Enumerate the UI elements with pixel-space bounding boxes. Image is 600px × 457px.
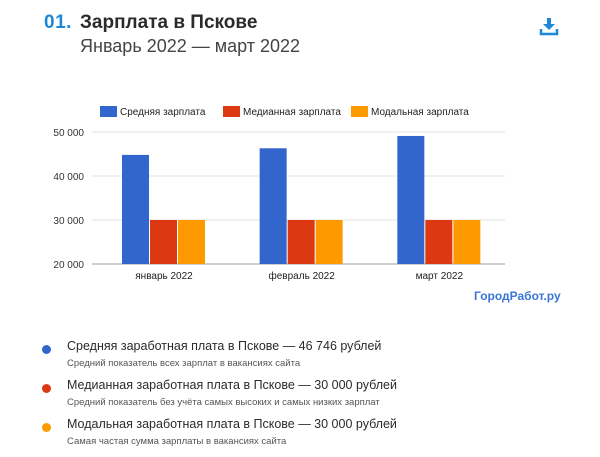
page-subtitle: Январь 2022 — март 2022 — [80, 36, 301, 56]
note-median: Медианная заработная плата в Пскове — 30… — [42, 378, 582, 417]
legend-swatch — [100, 106, 117, 117]
note-description: Средний показатель без учёта самых высок… — [67, 397, 380, 408]
y-tick-label: 20 000 — [53, 260, 84, 271]
legend-swatch — [351, 106, 368, 117]
y-tick-label: 30 000 — [53, 216, 84, 227]
note-description: Средний показатель всех зарплат в ваканс… — [67, 358, 301, 369]
bullet-dot — [42, 423, 51, 432]
note-title: Модальная заработная плата в Пскове — 30… — [67, 417, 397, 431]
bullet-dot — [42, 345, 51, 354]
page-title: Зарплата в Пскове — [80, 12, 258, 33]
salary-chart: 20 000 30 000 40 000 50 000 январь 2022 февра… — [53, 106, 505, 282]
note-mode: Модальная заработная плата в Пскове — 30… — [42, 417, 582, 456]
x-tick-label: март 2022 — [416, 271, 464, 282]
note-title: Средняя заработная плата в Пскове — 46 7… — [67, 339, 382, 353]
legend-label: Модальная зарплата — [371, 107, 469, 118]
bar — [150, 220, 177, 264]
brand-logo: ГородРабот.ру — [474, 289, 561, 303]
y-tick-label: 40 000 — [53, 172, 84, 183]
bar — [259, 148, 287, 264]
bar — [287, 220, 315, 264]
x-tick-label: февраль 2022 — [269, 270, 336, 282]
note-description: Самая частая сумма зарплаты в вакансиях … — [67, 436, 287, 447]
bar — [453, 220, 481, 264]
bullet-dot — [42, 384, 51, 393]
bar — [315, 220, 343, 264]
legend-label: Средняя зарплата — [120, 107, 206, 118]
download-icon[interactable] — [539, 16, 559, 36]
bar — [397, 135, 425, 264]
note-average: Средняя заработная плата в Пскове — 46 7… — [42, 339, 582, 378]
bar — [425, 220, 453, 264]
bar — [122, 154, 149, 264]
section-number: 01. — [44, 12, 72, 33]
notes-list: Средняя заработная плата в Пскове — 46 7… — [42, 339, 582, 456]
x-tick-label: январь 2022 — [135, 271, 193, 282]
legend-label: Медианная зарплата — [243, 107, 341, 118]
y-tick-label: 50 000 — [53, 128, 84, 139]
note-title: Медианная заработная плата в Пскове — 30… — [67, 378, 397, 392]
bar — [178, 220, 205, 264]
legend-swatch — [223, 106, 240, 117]
